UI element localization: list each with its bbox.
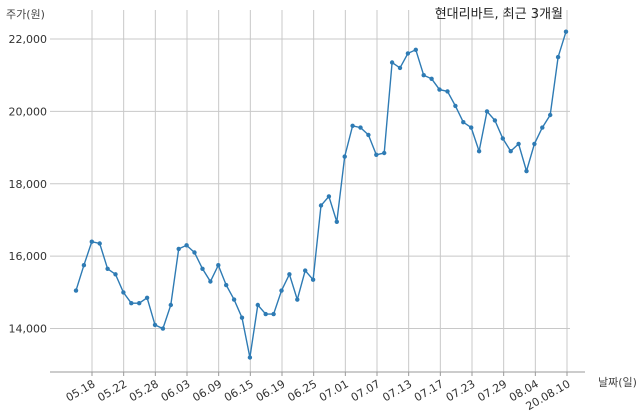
data-point: [469, 125, 474, 130]
x-tick-label: 05.28: [127, 377, 161, 404]
grid: [50, 10, 570, 372]
x-tick-label: 07.01: [317, 377, 351, 404]
data-point: [358, 125, 363, 130]
data-point: [310, 277, 316, 282]
x-tick-label: 06.03: [159, 377, 193, 404]
x-tick-labels: 05.1805.2205.2806.0306.0906.1506.1906.25…: [64, 377, 573, 413]
x-tick-label: 07.07: [349, 377, 383, 404]
x-tick-label: 05.22: [95, 377, 129, 404]
data-point: [81, 263, 87, 268]
data-point: [129, 301, 134, 306]
data-point: [295, 297, 300, 302]
data-point: [437, 87, 442, 92]
data-point: [484, 109, 490, 114]
data-point: [453, 103, 458, 109]
data-point: [563, 29, 569, 34]
data-point: [540, 125, 545, 130]
y-tick-label: 16,000: [9, 250, 48, 263]
data-point: [413, 47, 418, 52]
data-point: [144, 295, 150, 300]
x-tick-label: 07.13: [380, 377, 414, 404]
data-point: [89, 239, 95, 244]
data-point: [200, 266, 205, 271]
data-point: [184, 243, 189, 248]
data-point: [208, 279, 213, 284]
data-point: [382, 150, 387, 156]
data-point: [374, 152, 379, 157]
y-tick-label: 22,000: [9, 33, 48, 46]
data-point: [461, 120, 466, 125]
data-point: [532, 141, 537, 147]
x-tick-label: 06.25: [285, 377, 319, 404]
data-point: [555, 54, 561, 60]
data-point: [326, 194, 332, 199]
data-point: [263, 311, 268, 317]
data-point: [334, 219, 339, 224]
data-point: [192, 250, 197, 255]
data-point: [421, 73, 426, 78]
chart-title: 현대리바트, 최근 3개월: [435, 7, 563, 22]
data-point: [152, 322, 158, 328]
price-points: [73, 29, 569, 360]
data-point: [429, 76, 434, 82]
data-point: [342, 154, 347, 159]
data-point: [255, 302, 260, 308]
data-point: [397, 65, 403, 71]
data-point: [176, 246, 181, 252]
data-point: [318, 203, 324, 208]
data-point: [160, 326, 166, 331]
data-point: [516, 141, 521, 147]
data-point: [492, 118, 498, 123]
data-point: [287, 272, 292, 277]
y-tick-label: 14,000: [9, 323, 48, 336]
x-tick-label: 06.15: [222, 377, 256, 404]
x-tick-label: 06.09: [190, 377, 224, 404]
data-point: [389, 60, 395, 65]
data-point: [97, 241, 102, 246]
y-tick-labels: 14,000 16,000 18,000 20,000 22,000: [9, 33, 48, 336]
y-axis-title: 주가(원): [6, 8, 45, 21]
data-point: [231, 297, 237, 302]
data-point: [224, 282, 229, 288]
data-point: [445, 89, 450, 94]
data-point: [271, 311, 276, 317]
data-point: [105, 266, 110, 271]
price-line: [75, 31, 567, 358]
data-point: [247, 355, 253, 360]
data-point: [113, 272, 118, 277]
x-tick-label: 07.23: [444, 377, 478, 404]
x-tick-label: 07.17: [412, 377, 446, 404]
data-point: [168, 302, 173, 308]
y-tick-label: 20,000: [9, 105, 48, 118]
x-tick-label: 05.18: [64, 377, 98, 404]
y-tick-label: 18,000: [9, 178, 48, 191]
x-axis-title: 날짜(일): [598, 375, 637, 389]
data-point: [500, 136, 505, 141]
x-tick-label: 06.19: [254, 377, 288, 404]
data-point: [73, 288, 79, 293]
data-point: [137, 301, 142, 306]
data-point: [216, 263, 221, 268]
data-point: [548, 112, 553, 118]
data-point: [239, 315, 245, 320]
data-point: [350, 123, 355, 128]
data-point: [405, 51, 411, 56]
x-tick-label: 07.29: [475, 377, 509, 404]
data-point: [508, 149, 513, 154]
data-point: [524, 168, 529, 174]
data-point: [366, 132, 371, 138]
axes: [50, 371, 585, 376]
data-point: [279, 288, 284, 293]
data-point: [121, 290, 126, 295]
data-point: [476, 149, 482, 154]
data-point: [303, 268, 308, 273]
